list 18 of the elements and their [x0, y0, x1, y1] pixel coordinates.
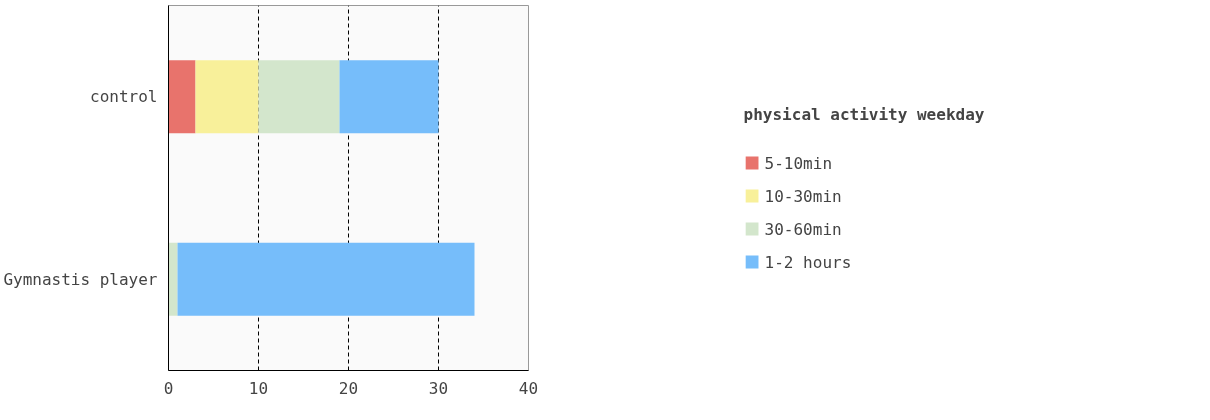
x-tick-label: 40	[518, 378, 539, 398]
y-tick-label: control	[90, 87, 158, 107]
y-tick-label: Gymnastis player	[3, 269, 158, 289]
bar	[195, 60, 259, 134]
legend-title: physical activity weekday	[743, 104, 985, 123]
x-tick-label: 0	[163, 378, 174, 398]
bar	[168, 60, 196, 134]
x-tick-label: 20	[338, 378, 359, 398]
legend-label: 10-30min	[764, 186, 842, 205]
bar	[339, 60, 439, 134]
bar	[177, 242, 475, 316]
legend-label: 5-10min	[764, 153, 833, 172]
x-tick-label: 10	[248, 378, 269, 398]
bar	[168, 242, 178, 316]
legend-label: 30-60min	[764, 219, 842, 238]
x-tick-label: 30	[428, 378, 449, 398]
bar	[258, 60, 340, 134]
legend-label: 1-2 hours	[764, 252, 852, 271]
